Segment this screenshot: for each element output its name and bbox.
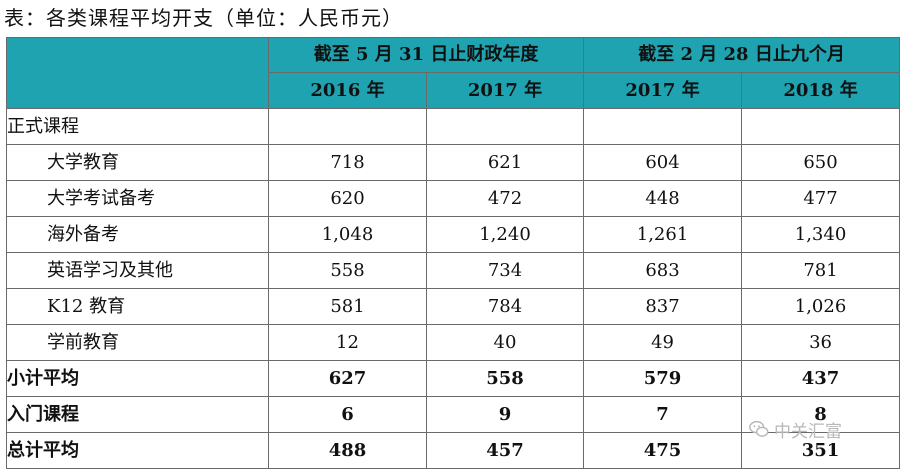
- table-row: 小计平均 627 558 579 437: [6, 360, 900, 397]
- value-cell: [268, 108, 427, 145]
- table-row: 大学考试备考 620 472 448 477: [6, 180, 900, 217]
- row-label: K12 教育: [6, 288, 269, 325]
- value-cell: 621: [425, 144, 585, 181]
- value-cell: 627: [268, 360, 427, 397]
- value-cell: 784: [425, 288, 585, 325]
- value-cell: 718: [268, 144, 427, 181]
- header-group-nine-months: 截至 2 月 28 日止九个月: [583, 37, 900, 73]
- expense-table: 截至 5 月 31 日止财政年度 截至 2 月 28 日止九个月 2016 年 …: [6, 37, 900, 469]
- value-cell: 781: [741, 252, 900, 289]
- row-label: 英语学习及其他: [6, 252, 269, 289]
- value-cell: 12: [268, 324, 427, 361]
- table-row: 英语学习及其他 558 734 683 781: [6, 252, 900, 289]
- value-cell: 40: [425, 324, 585, 361]
- value-cell: 8: [741, 396, 900, 433]
- table-row: K12 教育 581 784 837 1,026: [6, 288, 900, 325]
- value-cell: 49: [583, 324, 743, 361]
- table-row: 正式课程: [6, 108, 900, 145]
- header-group-fiscal-year: 截至 5 月 31 日止财政年度: [267, 37, 585, 73]
- value-cell: 734: [425, 252, 585, 289]
- table-row: 学前教育 12 40 49 36: [6, 324, 900, 361]
- row-label: 学前教育: [6, 324, 269, 361]
- header-year: 2018 年: [741, 72, 900, 109]
- value-cell: 7: [583, 396, 743, 433]
- value-cell: 448: [583, 180, 743, 217]
- value-cell: 9: [425, 396, 585, 433]
- header-year: 2017 年: [425, 72, 585, 109]
- table-row: 大学教育 718 621 604 650: [6, 144, 900, 181]
- value-cell: 558: [268, 252, 427, 289]
- value-cell: [425, 108, 585, 145]
- row-label: 正式课程: [6, 108, 269, 145]
- value-cell: 558: [425, 360, 585, 397]
- value-cell: 1,048: [268, 216, 427, 253]
- value-cell: [583, 108, 743, 145]
- row-label: 大学教育: [6, 144, 269, 181]
- value-cell: 650: [741, 144, 900, 181]
- row-label: 小计平均: [6, 360, 269, 397]
- value-cell: 488: [268, 432, 427, 469]
- value-cell: 1,340: [741, 216, 900, 253]
- value-cell: 437: [741, 360, 900, 397]
- value-cell: 351: [741, 432, 900, 469]
- row-label: 总计平均: [6, 432, 269, 469]
- value-cell: 1,240: [425, 216, 585, 253]
- value-cell: 620: [268, 180, 427, 217]
- row-label: 大学考试备考: [6, 180, 269, 217]
- value-cell: 581: [268, 288, 427, 325]
- value-cell: 457: [425, 432, 585, 469]
- value-cell: 604: [583, 144, 743, 181]
- value-cell: 1,261: [583, 216, 743, 253]
- value-cell: 579: [583, 360, 743, 397]
- header-year: 2016 年: [268, 72, 427, 109]
- value-cell: 6: [268, 396, 427, 433]
- value-cell: 1,026: [741, 288, 900, 325]
- header-blank-cell: [6, 37, 269, 109]
- value-cell: 472: [425, 180, 585, 217]
- row-label: 海外备考: [6, 216, 269, 253]
- table-row: 海外备考 1,048 1,240 1,261 1,340: [6, 216, 900, 253]
- value-cell: 683: [583, 252, 743, 289]
- header-year: 2017 年: [583, 72, 743, 109]
- value-cell: 837: [583, 288, 743, 325]
- value-cell: [741, 108, 900, 145]
- value-cell: 477: [741, 180, 900, 217]
- row-label: 入门课程: [6, 396, 269, 433]
- value-cell: 475: [583, 432, 743, 469]
- value-cell: 36: [741, 324, 900, 361]
- page-title: 表：各类课程平均开支（单位：人民币元）: [4, 6, 403, 30]
- table-row: 入门课程 6 9 7 8: [6, 396, 900, 433]
- table-row: 总计平均 488 457 475 351: [6, 432, 900, 469]
